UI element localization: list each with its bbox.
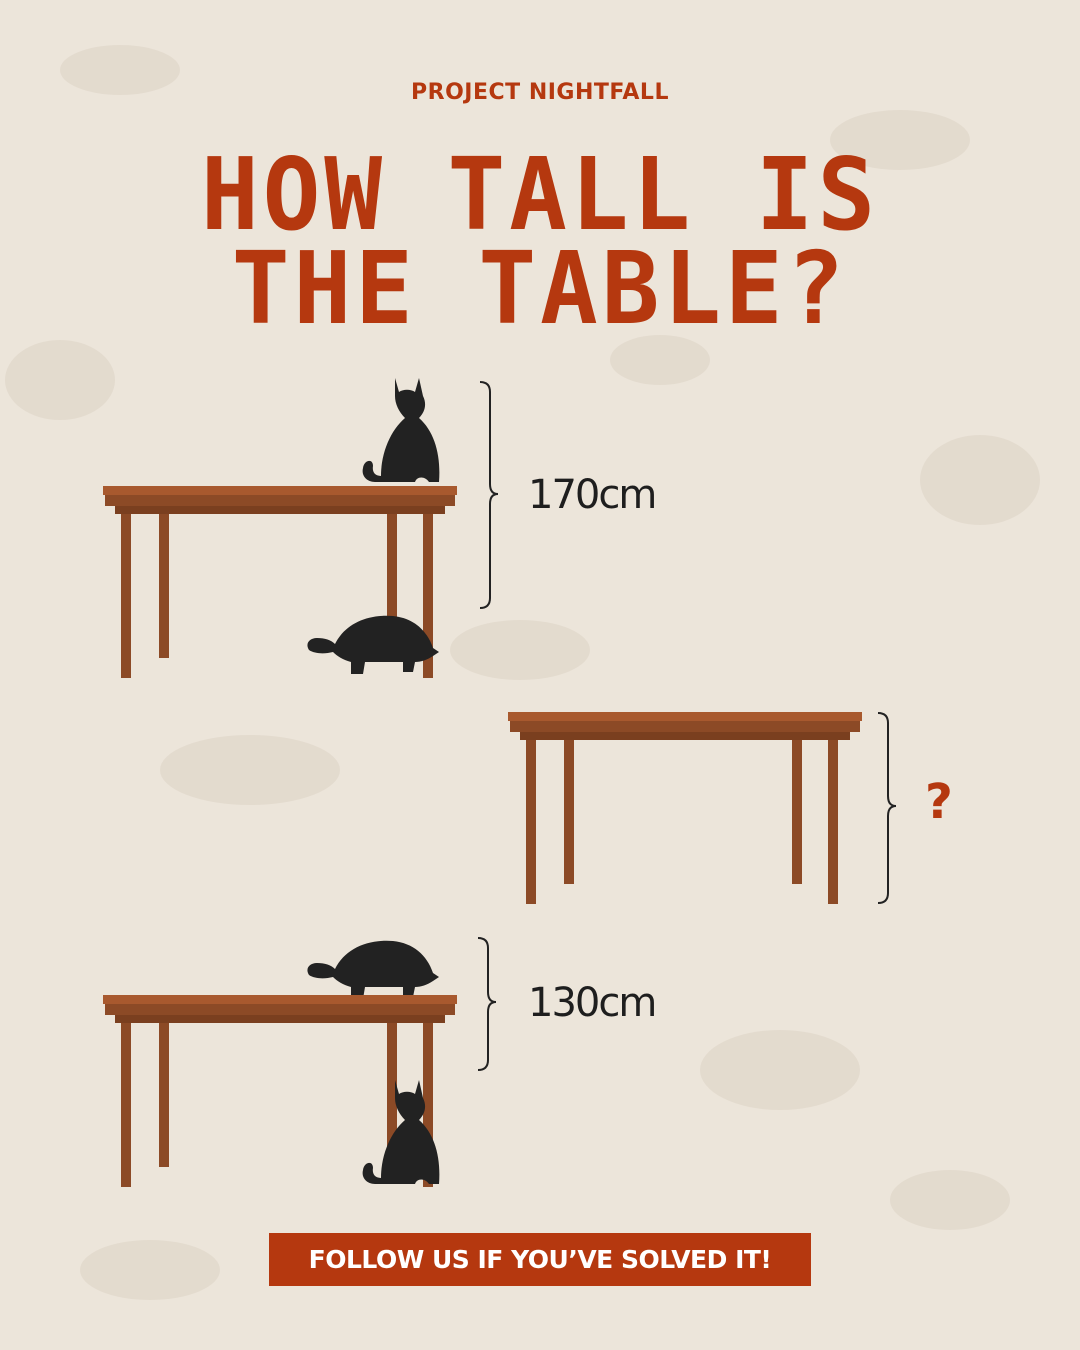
brace-bottom xyxy=(477,937,497,1071)
follow-cta-banner: FOLLOW US IF YOU’VE SOLVED IT! xyxy=(269,1233,811,1286)
brand-name: PROJECT NIGHTFALL xyxy=(411,80,669,105)
headline-line-1: HOW TALL IS xyxy=(200,136,879,253)
headline-line-2: THE TABLE? xyxy=(231,230,849,347)
measurement-unknown: ? xyxy=(925,774,953,830)
headline: HOW TALL IS THE TABLE? xyxy=(22,136,1059,347)
table-middle-scene xyxy=(508,712,862,904)
turtle-on-table xyxy=(307,940,439,999)
cat-on-table xyxy=(362,378,440,482)
brace-middle xyxy=(877,712,897,904)
measurement-bottom: 130cm xyxy=(528,980,657,1026)
turtle-under-table xyxy=(307,615,439,674)
measurement-top: 170cm xyxy=(528,472,657,518)
brace-top xyxy=(479,381,499,609)
